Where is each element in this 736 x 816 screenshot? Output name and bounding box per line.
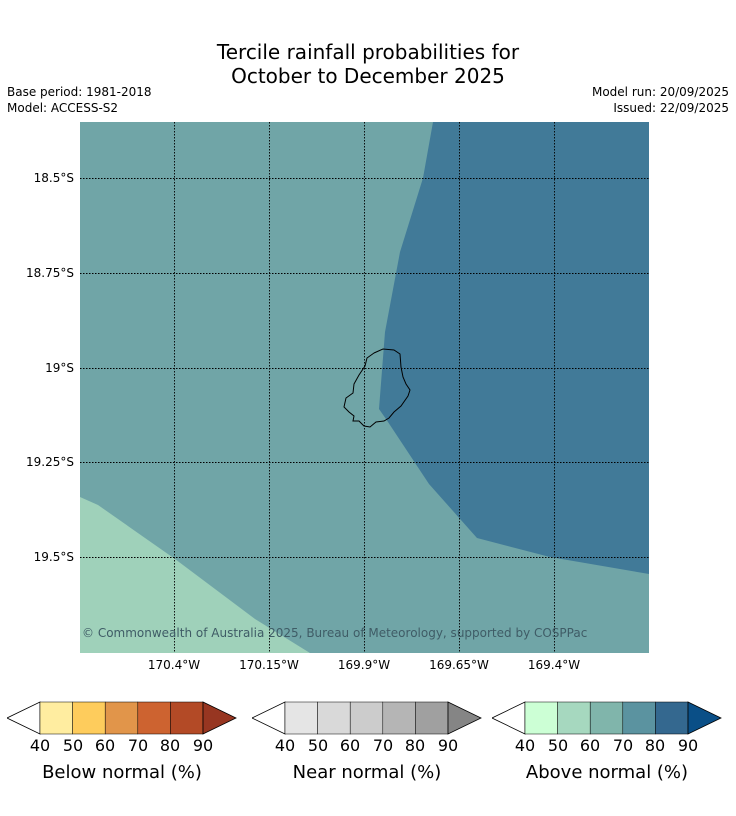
- near-normal-title: Near normal (%): [292, 762, 442, 783]
- below-normal-colorbar: [7, 701, 237, 735]
- below-tick: 40: [29, 736, 51, 755]
- lat-label: 19.5°S: [33, 550, 74, 564]
- above-swatch: [622, 701, 656, 735]
- above-swatch: [524, 701, 558, 735]
- lon-label: 170.15°W: [239, 658, 299, 672]
- above-tick: 40: [514, 736, 536, 755]
- near-normal-colorbar: [252, 701, 482, 735]
- near-swatch: [349, 701, 384, 735]
- near-tick: 90: [437, 736, 459, 755]
- copyright-note: © Commonwealth of Australia 2025, Bureau…: [82, 626, 588, 640]
- chart-title-line1: Tercile rainfall probabilities for: [216, 40, 520, 64]
- model-run: Model run: 20/09/2025: [591, 85, 729, 99]
- above-tick: 50: [547, 736, 569, 755]
- above-tick: 60: [579, 736, 601, 755]
- lat-label: 18.75°S: [26, 266, 74, 280]
- above-swatch: [589, 701, 624, 735]
- above-extend-high: [687, 701, 722, 735]
- above-tick: 70: [612, 736, 634, 755]
- near-extend-low: [252, 701, 286, 735]
- near-swatch: [382, 701, 416, 735]
- below-tick: 80: [159, 736, 181, 755]
- lon-label: 170.4°W: [147, 658, 201, 672]
- issued-date: Issued: 22/09/2025: [613, 101, 729, 115]
- below-tick: 50: [62, 736, 84, 755]
- above-extend-low: [492, 701, 526, 735]
- below-tick: 60: [94, 736, 116, 755]
- island-outline: [343, 348, 411, 428]
- above-tick: 90: [677, 736, 699, 755]
- below-swatch: [170, 701, 204, 735]
- below-swatch: [104, 701, 139, 735]
- near-tick: 60: [339, 736, 361, 755]
- below-tick: 90: [192, 736, 214, 755]
- above-swatch: [655, 701, 689, 735]
- region-above-50: [80, 497, 310, 653]
- lat-label: 19°S: [45, 361, 74, 375]
- below-tick: 70: [127, 736, 149, 755]
- near-extend-high: [447, 701, 482, 735]
- graticule: [80, 122, 649, 653]
- near-tick: 40: [274, 736, 296, 755]
- below-swatch: [137, 701, 171, 735]
- lon-label: 169.4°W: [527, 658, 581, 672]
- above-normal-colorbar: [492, 701, 722, 735]
- above-swatch: [557, 701, 591, 735]
- near-tick: 80: [404, 736, 426, 755]
- below-swatch: [39, 701, 73, 735]
- rainfall-map: [80, 122, 649, 653]
- near-swatch: [317, 701, 351, 735]
- lat-label: 18.5°S: [33, 171, 74, 185]
- above-tick: 80: [644, 736, 666, 755]
- above-normal-title: Above normal (%): [525, 762, 689, 783]
- below-extend-low: [7, 701, 41, 735]
- chart-title-line2: October to December 2025: [231, 64, 505, 88]
- lat-label: 19.25°S: [26, 455, 74, 469]
- lon-label: 169.65°W: [429, 658, 489, 672]
- near-tick: 70: [372, 736, 394, 755]
- base-period: Base period: 1981-2018: [7, 85, 152, 99]
- lon-label: 169.9°W: [337, 658, 391, 672]
- near-swatch: [284, 701, 318, 735]
- model-name: Model: ACCESS-S2: [7, 101, 119, 115]
- region-above-80: [379, 122, 649, 574]
- near-swatch: [415, 701, 449, 735]
- below-normal-title: Below normal (%): [42, 762, 202, 783]
- below-extend-high: [202, 701, 237, 735]
- near-tick: 50: [307, 736, 329, 755]
- below-swatch: [72, 701, 106, 735]
